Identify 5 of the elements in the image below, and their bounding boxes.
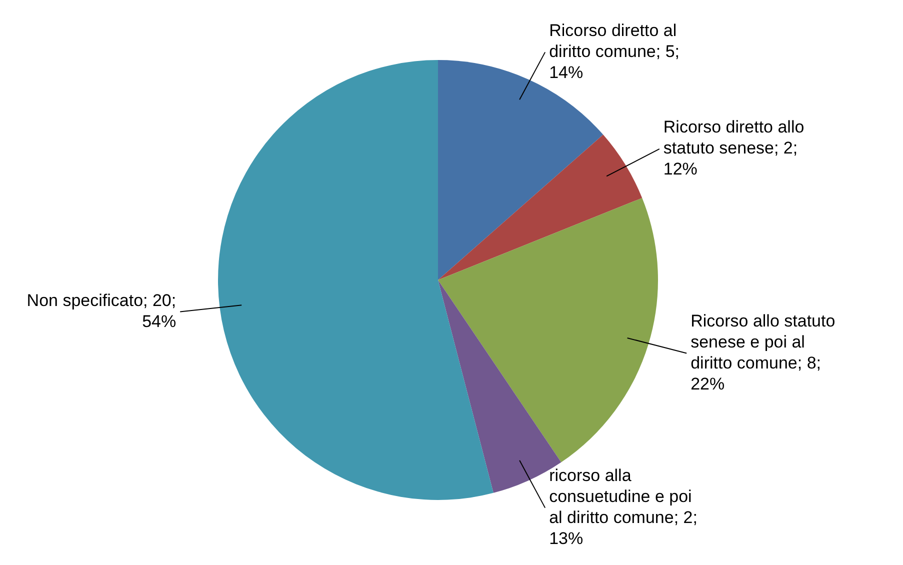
slice-label: Ricorso allo statuto senese e poi al diritto comune; 8; 22%: [690, 311, 836, 394]
slice-label: Ricorso diretto al diritto comune; 5; 14%: [549, 20, 680, 82]
slice-label: Ricorso diretto allo statuto senese; 2; 12%: [663, 118, 804, 179]
slice-label: Non specificato; 20; 54%: [26, 290, 176, 331]
slice-label: ricorso alla consuetudine e poi al diritto comune; 2; 13%: [549, 466, 698, 548]
